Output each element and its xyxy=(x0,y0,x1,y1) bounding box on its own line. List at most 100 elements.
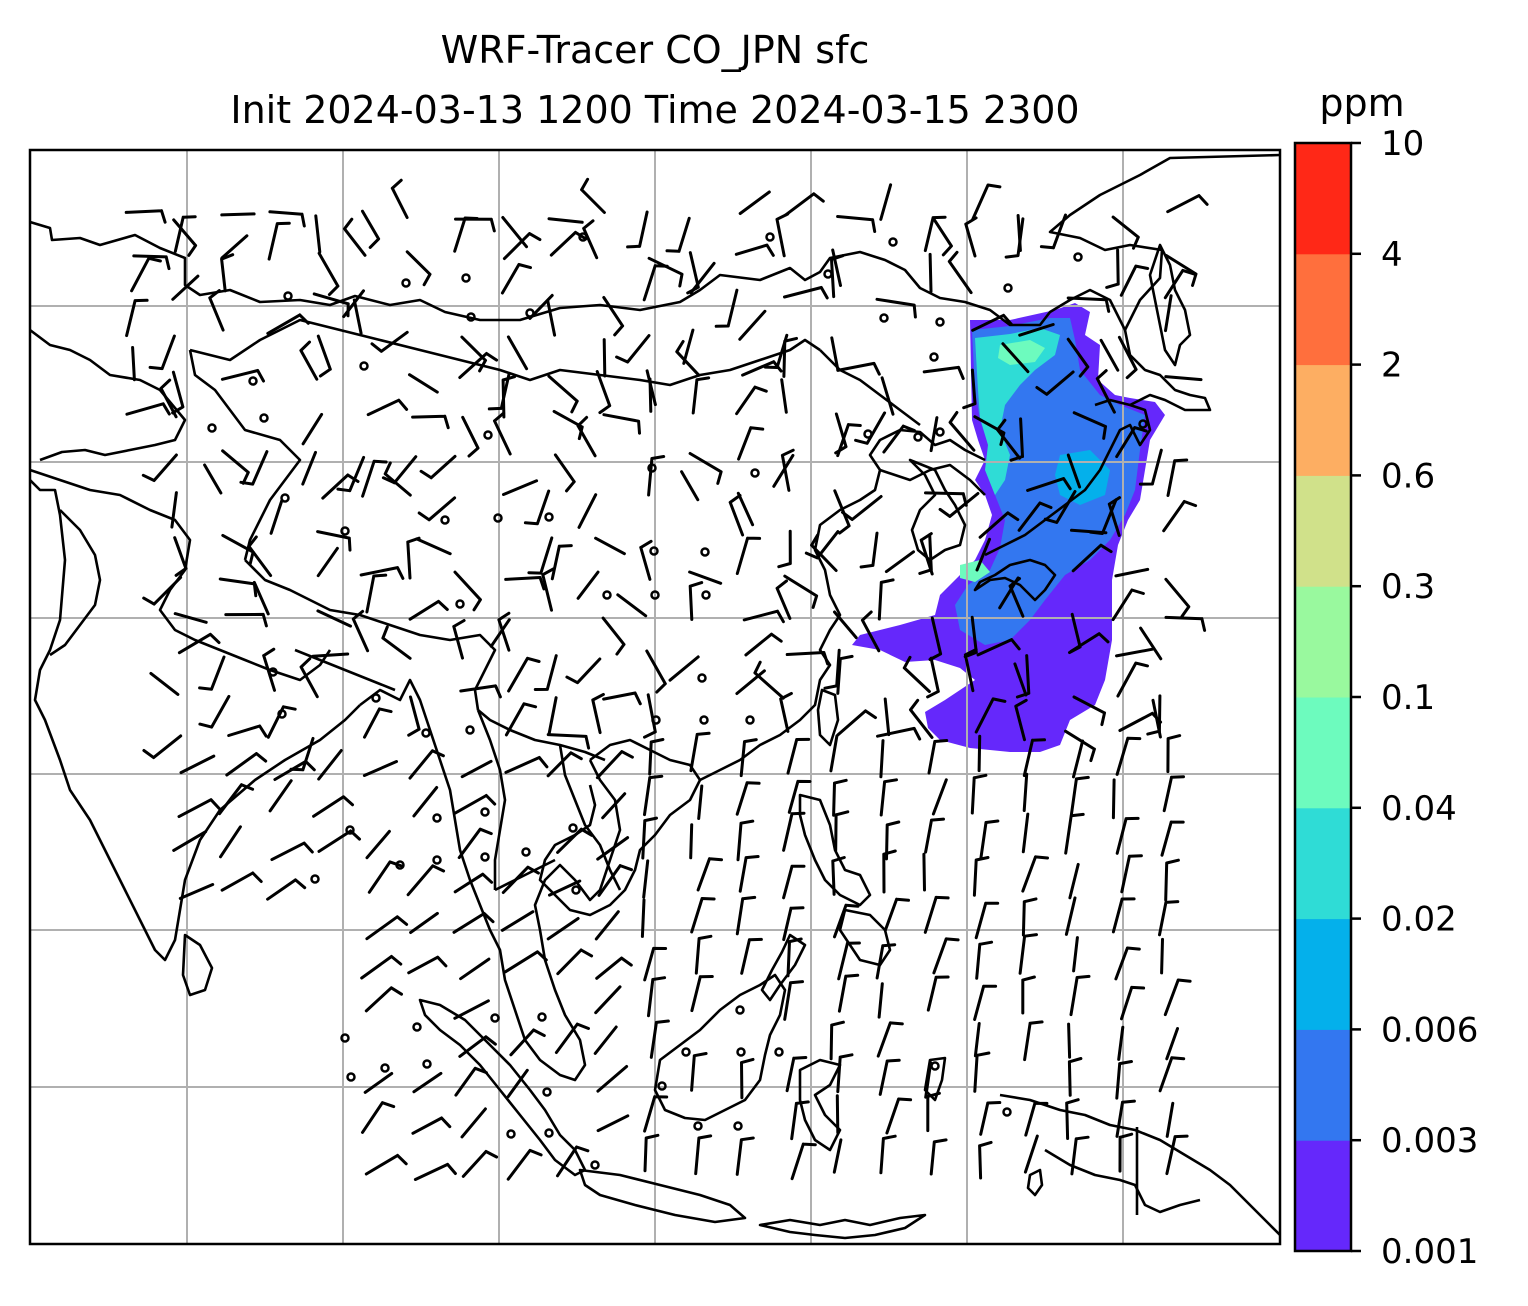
wind-barb xyxy=(268,779,293,813)
wind-barb xyxy=(546,917,580,941)
wind-barb xyxy=(837,941,861,981)
wind-barb xyxy=(1070,1135,1090,1176)
wind-barb xyxy=(408,749,445,780)
wind-barb xyxy=(503,950,548,974)
wind-barb xyxy=(740,1057,755,1100)
wind-barb xyxy=(1008,577,1025,618)
colorbar-ticks: 0.001 0.003 0.006 0.02 0.04 0.1 0.3 0.6 2 4 10 xyxy=(1351,124,1478,1272)
wind-barb xyxy=(1064,896,1077,936)
calm-wind-circle xyxy=(929,352,939,362)
wind-barb xyxy=(643,1133,660,1173)
wind-barb xyxy=(170,491,178,529)
wind-barb xyxy=(364,1153,408,1176)
wind-barb xyxy=(363,1072,394,1094)
wind-barb xyxy=(1065,1098,1080,1140)
coast-sulawesi xyxy=(798,1058,842,1152)
calm-wind-circle xyxy=(248,376,258,386)
wind-barb xyxy=(221,533,255,566)
wind-barb xyxy=(546,733,591,750)
wind-barb xyxy=(458,1035,497,1058)
wind-barb xyxy=(412,786,439,818)
wind-barb xyxy=(647,976,667,1018)
calm-wind-circle xyxy=(649,546,659,556)
wind-barb xyxy=(963,648,978,693)
colorbar-segment xyxy=(1295,586,1351,698)
calm-wind-circle xyxy=(432,855,442,865)
wind-barb xyxy=(299,657,319,699)
calm-wind-circle xyxy=(544,512,554,522)
wind-barb xyxy=(220,234,249,260)
wind-barb xyxy=(640,898,646,938)
wind-barb xyxy=(738,190,771,215)
wind-barb xyxy=(299,340,319,381)
wind-barb xyxy=(783,980,804,1021)
wind-barb xyxy=(879,183,893,221)
wind-barb xyxy=(883,697,891,737)
calm-wind-circle xyxy=(1002,1107,1012,1117)
wind-barb xyxy=(1111,778,1116,820)
wind-barb xyxy=(929,1138,948,1176)
wind-barb xyxy=(1021,812,1030,854)
coast-bohai xyxy=(879,463,986,496)
coast-philippines-luzon xyxy=(798,793,872,907)
wind-barb xyxy=(775,212,790,258)
wind-barb xyxy=(577,493,598,529)
wind-barb xyxy=(964,216,978,258)
plume-peak-patch xyxy=(998,340,1045,365)
wind-barb xyxy=(1158,900,1180,937)
wind-barb xyxy=(1139,626,1163,661)
wind-barb xyxy=(643,774,664,817)
wind-barb xyxy=(883,897,910,932)
wind-barb xyxy=(884,550,915,574)
wind-barb xyxy=(268,210,306,228)
wind-barb xyxy=(314,214,322,254)
wind-barb xyxy=(1018,933,1038,975)
wind-barb xyxy=(1069,974,1091,1017)
wind-barb xyxy=(1067,1057,1083,1097)
wind-barb xyxy=(541,567,555,612)
wind-barb xyxy=(1066,296,1111,313)
calm-wind-circle xyxy=(590,1160,600,1170)
wind-barb xyxy=(924,817,945,854)
wind-barb xyxy=(926,975,950,1012)
wind-barb xyxy=(365,915,409,941)
wind-barb xyxy=(1069,775,1090,817)
wind-barb xyxy=(1166,458,1189,497)
wind-barb xyxy=(266,313,310,335)
calm-wind-circle xyxy=(879,313,889,323)
wind-barb xyxy=(173,612,208,624)
wind-barb xyxy=(408,373,439,394)
wind-barb xyxy=(978,511,1020,539)
wind-barb xyxy=(736,819,755,862)
wind-barb xyxy=(787,779,812,814)
wind-barb xyxy=(159,378,178,419)
wind-barb xyxy=(785,1056,808,1093)
wind-barb xyxy=(973,1022,981,1058)
wind-barb xyxy=(1099,338,1120,372)
wind-barb xyxy=(461,1150,499,1178)
wind-barb xyxy=(1021,975,1036,1015)
wind-barb xyxy=(556,948,594,976)
coast-north-asia xyxy=(30,153,1280,332)
wind-barb xyxy=(1069,632,1110,653)
coast-japan-honshu xyxy=(984,398,1152,557)
wind-barb xyxy=(810,533,838,572)
wind-barb xyxy=(736,491,755,527)
map-title-line-1: WRF-Tracer CO_JPN sfc xyxy=(440,28,870,72)
wind-barb xyxy=(550,544,573,581)
wind-barb xyxy=(459,684,502,699)
wind-barb xyxy=(267,221,291,261)
wind-barb xyxy=(790,1142,817,1181)
wind-barb xyxy=(829,734,839,773)
wind-barb xyxy=(1072,411,1107,440)
wind-barb xyxy=(740,937,763,975)
calm-wind-circle xyxy=(493,513,503,523)
wind-barb xyxy=(786,737,811,775)
colorbar-segment xyxy=(1295,143,1351,255)
coast-palawan xyxy=(760,933,807,1002)
wind-barb xyxy=(616,593,648,618)
calm-wind-circle xyxy=(913,432,923,442)
wind-barb xyxy=(1138,448,1163,486)
wind-barb xyxy=(919,532,934,576)
wind-barb xyxy=(361,1101,396,1134)
